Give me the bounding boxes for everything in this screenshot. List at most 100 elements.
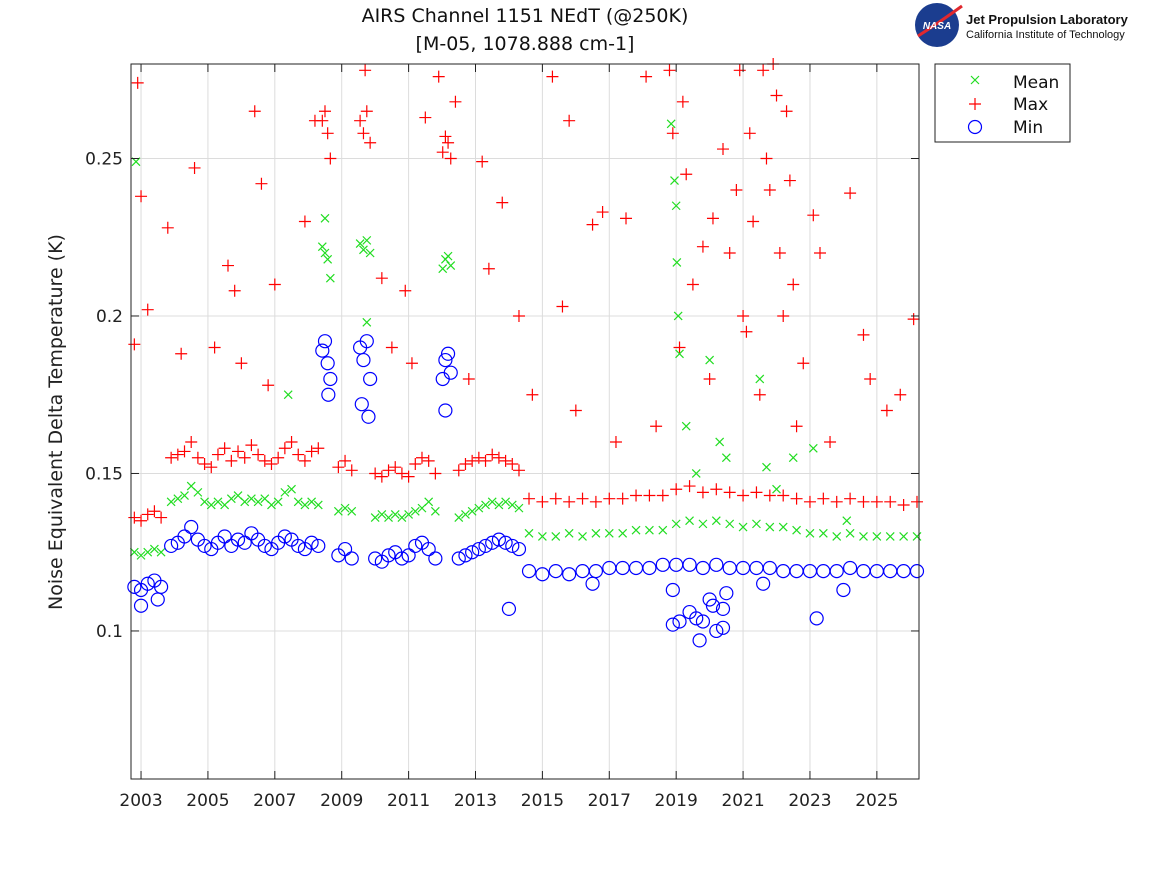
logo-line1: Jet Propulsion Laboratory xyxy=(966,12,1129,27)
max-point xyxy=(763,489,776,502)
max-point xyxy=(643,489,656,502)
max-point xyxy=(844,187,857,200)
max-point xyxy=(586,218,599,231)
mean-point xyxy=(136,550,146,560)
max-point xyxy=(272,451,285,464)
max-point xyxy=(385,341,398,354)
min-point xyxy=(315,343,330,358)
max-point xyxy=(556,300,569,313)
min-point xyxy=(317,334,333,349)
mean-point xyxy=(675,349,684,359)
min-point xyxy=(715,620,731,635)
x-tick-label: 2003 xyxy=(119,791,162,811)
max-point xyxy=(864,372,877,385)
max-point xyxy=(737,309,750,322)
mean-point xyxy=(859,532,868,541)
max-point xyxy=(740,325,753,338)
min-point xyxy=(435,371,450,387)
mean-point xyxy=(129,547,139,557)
max-point xyxy=(292,448,305,461)
max-point xyxy=(298,215,311,228)
mean-point xyxy=(604,528,614,538)
x-tick-label: 2019 xyxy=(655,791,698,811)
legend-box xyxy=(934,63,1071,143)
mean-point xyxy=(340,503,350,513)
min-point xyxy=(535,567,550,582)
min-point xyxy=(323,371,338,387)
mean-point xyxy=(293,497,303,507)
mean-point xyxy=(474,503,484,513)
max-point xyxy=(549,492,562,505)
max-point xyxy=(780,105,793,118)
mean-point xyxy=(443,251,453,261)
max-point xyxy=(364,136,377,149)
mean-point xyxy=(149,544,159,554)
min-point xyxy=(843,560,858,576)
max-point xyxy=(723,246,736,259)
min-point xyxy=(140,576,155,591)
max-point xyxy=(444,152,457,165)
max-point xyxy=(546,70,559,83)
max-point xyxy=(422,454,435,467)
max-point xyxy=(723,486,736,499)
max-point xyxy=(907,313,920,326)
min-point xyxy=(501,601,517,617)
max-point xyxy=(245,439,258,452)
max-point xyxy=(676,95,689,108)
max-point xyxy=(616,492,629,505)
max-point xyxy=(405,357,418,370)
mean-point xyxy=(494,500,504,510)
min-point xyxy=(672,614,687,629)
mean-point xyxy=(872,532,882,541)
series-mean xyxy=(129,119,922,560)
max-point xyxy=(357,127,370,140)
mean-point xyxy=(323,254,333,264)
mean-point xyxy=(461,509,470,519)
max-point xyxy=(318,105,331,118)
max-point xyxy=(737,489,750,502)
mean-point xyxy=(481,500,490,510)
mean-point xyxy=(672,258,682,267)
mean-point xyxy=(671,519,681,529)
min-point xyxy=(465,545,480,560)
mean-point xyxy=(666,119,676,129)
max-point xyxy=(175,347,188,360)
mean-point xyxy=(551,532,561,541)
max-point xyxy=(656,489,669,502)
x-tick-label: 2011 xyxy=(387,791,430,811)
legend-marker-max xyxy=(969,98,981,110)
min-point xyxy=(320,356,335,371)
max-point xyxy=(436,146,449,159)
max-point xyxy=(797,357,810,370)
max-point xyxy=(191,451,204,464)
max-point xyxy=(389,461,402,474)
max-point xyxy=(499,454,512,467)
min-point xyxy=(478,538,493,554)
mean-point xyxy=(424,497,434,507)
x-tick-label: 2023 xyxy=(788,791,831,811)
max-point xyxy=(880,404,893,417)
mean-point xyxy=(320,248,330,258)
mean-point xyxy=(524,528,534,538)
mean-point xyxy=(631,525,641,535)
mean-point xyxy=(772,484,781,494)
max-point xyxy=(268,278,281,291)
y-tick-label: 0.25 xyxy=(85,149,123,169)
mean-point xyxy=(280,487,290,497)
max-point xyxy=(683,480,696,493)
x-tick-label: 2007 xyxy=(253,791,296,811)
mean-point xyxy=(681,421,691,431)
max-point xyxy=(476,155,489,168)
min-point xyxy=(304,535,319,550)
min-point xyxy=(150,592,165,607)
mean-point xyxy=(805,528,815,538)
legend-label-min: Min xyxy=(1013,118,1043,138)
mean-point xyxy=(213,497,223,507)
max-point xyxy=(536,495,549,508)
max-point xyxy=(324,152,337,165)
min-point xyxy=(291,538,306,554)
mean-point xyxy=(467,506,477,516)
mean-point xyxy=(808,443,818,453)
max-point xyxy=(141,508,154,521)
